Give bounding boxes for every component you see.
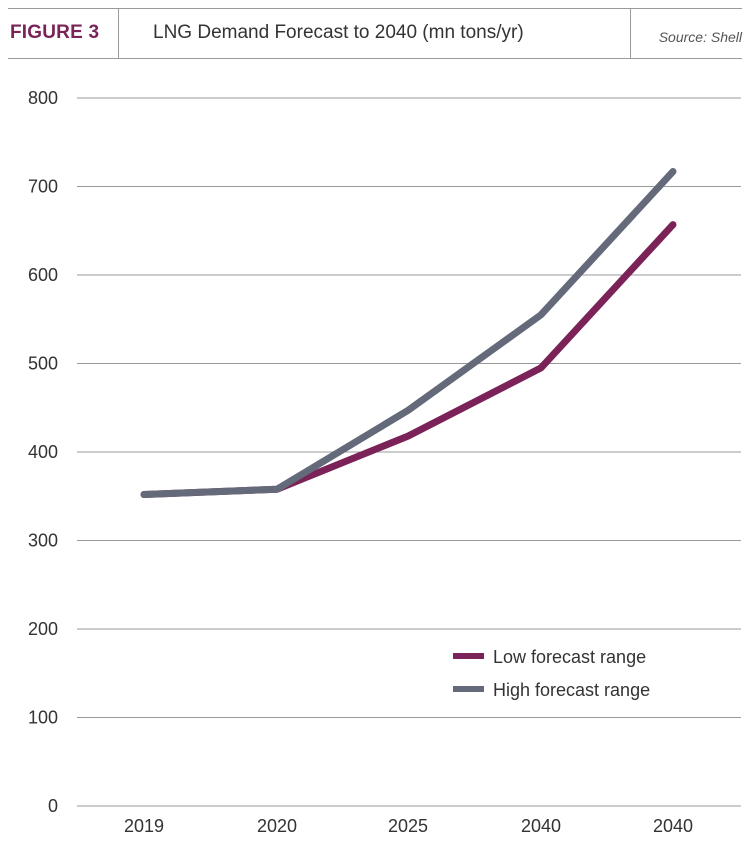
header-top-rule — [8, 8, 742, 9]
y-tick-label: 500 — [28, 354, 58, 374]
y-tick-label: 400 — [28, 442, 58, 462]
y-tick-label: 300 — [28, 531, 58, 551]
legend: Low forecast range High forecast range — [453, 647, 650, 700]
x-axis-ticks: 2019 2020 2025 2040 2040 — [124, 816, 693, 836]
header-divider-right — [630, 9, 631, 59]
y-tick-label: 200 — [28, 619, 58, 639]
legend-label-low: Low forecast range — [493, 647, 646, 667]
x-tick-label: 2040 — [653, 816, 693, 836]
x-tick-label: 2025 — [388, 816, 428, 836]
y-tick-label: 800 — [28, 88, 58, 108]
header-bottom-rule — [8, 58, 742, 59]
series-line-high — [140, 168, 677, 498]
figure-label: FIGURE 3 — [10, 22, 100, 43]
header-divider-left — [118, 9, 119, 59]
y-tick-label: 700 — [28, 177, 58, 197]
series-lines — [140, 168, 677, 498]
figure-source: Source: Shell — [658, 29, 742, 45]
y-tick-label: 0 — [48, 796, 58, 816]
y-tick-label: 100 — [28, 708, 58, 728]
x-tick-label: 2020 — [257, 816, 297, 836]
series-line-low — [140, 221, 677, 498]
y-axis-ticks: 0 100 200 300 400 500 600 700 800 — [28, 88, 58, 816]
x-tick-label: 2040 — [521, 816, 561, 836]
y-tick-label: 600 — [28, 265, 58, 285]
figure-title: LNG Demand Forecast to 2040 (mn tons/yr) — [153, 22, 524, 43]
legend-label-high: High forecast range — [493, 680, 650, 700]
x-tick-label: 2019 — [124, 816, 164, 836]
